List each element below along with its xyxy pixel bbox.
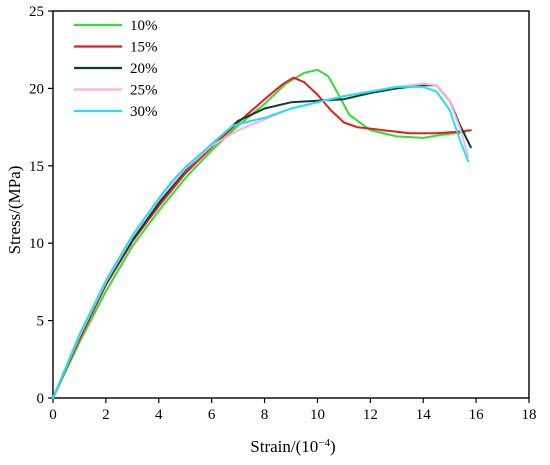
plot-border bbox=[52, 10, 530, 399]
x-tick-label: 14 bbox=[416, 407, 432, 423]
series-line-10pct bbox=[52, 68, 467, 399]
series-line-25pct bbox=[52, 82, 470, 399]
legend-label: 15% bbox=[130, 40, 158, 56]
series-line-30pct bbox=[52, 85, 470, 399]
x-tick-label: 12 bbox=[363, 407, 378, 423]
y-tick-label: 25 bbox=[29, 4, 44, 20]
legend-label: 20% bbox=[130, 61, 158, 77]
y-tick-label: 15 bbox=[29, 159, 44, 175]
legend-label: 10% bbox=[130, 18, 158, 34]
x-tick-label: 18 bbox=[522, 407, 537, 423]
y-tick-label: 20 bbox=[29, 81, 44, 97]
y-tick-label: 0 bbox=[37, 391, 45, 407]
x-tick-label: 6 bbox=[208, 407, 216, 423]
y-tick-label: 5 bbox=[37, 314, 45, 330]
x-tick-label: 4 bbox=[155, 407, 163, 423]
x-axis-title-exponent: −4 bbox=[318, 437, 330, 449]
y-axis-ticks: 0 5 10 15 20 25 bbox=[29, 4, 53, 407]
series-lines bbox=[52, 68, 472, 399]
x-tick-label: 0 bbox=[49, 407, 57, 423]
x-axis-title-suffix: ) bbox=[330, 437, 336, 456]
x-tick-label: 8 bbox=[261, 407, 269, 423]
legend-label: 25% bbox=[130, 83, 158, 99]
legend-label: 30% bbox=[130, 104, 158, 120]
y-tick-label: 10 bbox=[29, 236, 44, 252]
series-line-15pct bbox=[52, 76, 472, 399]
y-axis-title: Stress/(MPa) bbox=[5, 166, 24, 255]
plot-frame bbox=[52, 10, 530, 399]
x-tick-label: 16 bbox=[469, 407, 485, 423]
x-axis-title: Strain/(10−4) bbox=[250, 437, 335, 456]
x-tick-label: 2 bbox=[102, 407, 110, 423]
x-axis-ticks: 0 2 4 6 8 10 12 14 16 18 bbox=[49, 398, 537, 423]
legend: 10% 15% 20% 25% 30% bbox=[74, 18, 158, 120]
x-tick-label: 10 bbox=[310, 407, 325, 423]
